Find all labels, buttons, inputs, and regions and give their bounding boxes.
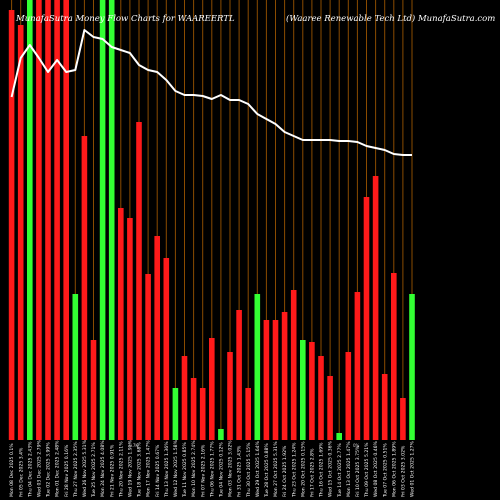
x-tick-label: Wed 12 Nov 2025 1.58% xyxy=(173,439,179,497)
money-flow-bar xyxy=(99,0,106,440)
x-tick-label: Tue 25 Nov 2025 2.71% xyxy=(91,442,97,498)
x-tick-label: Fri 10 Oct 2025 3.75% xyxy=(355,445,361,497)
chart-title-right: (Waaree Renewable Tech Ltd) MunafaSutra.… xyxy=(286,13,495,24)
x-tick-label: Thu 06 Nov 2025 1.77% xyxy=(209,441,215,498)
money-flow-bar xyxy=(127,218,133,440)
x-tick-label: Fri 28 Nov 2025 0.16% xyxy=(64,444,70,497)
money-flow-bar xyxy=(345,352,352,440)
money-flow-bar xyxy=(409,294,415,440)
money-flow-bar xyxy=(90,340,97,440)
x-tick-label: Wed 26 Nov 2025 5.31% xyxy=(82,439,88,497)
x-tick-label: Thu 09 Oct 2025 5.21% xyxy=(364,442,370,498)
money-flow-bar xyxy=(63,0,69,440)
money-flow-bar xyxy=(336,433,342,440)
scale-marker-pct: 0% xyxy=(353,443,360,448)
chart-title-left: MunafaSutra Money Flow Charts for WAAREE… xyxy=(15,14,235,24)
money-flow-bar xyxy=(254,294,261,440)
money-flow-bar xyxy=(227,352,233,440)
money-flow-bars xyxy=(8,0,415,440)
money-flow-bar xyxy=(209,338,215,440)
money-flow-bar xyxy=(8,10,15,440)
x-tick-label: Thu 20 Nov 2025 2.11% xyxy=(118,441,124,498)
x-tick-label: Wed 29 Oct 2025 1.64% xyxy=(255,440,261,497)
x-tick-label: Wed 15 Oct 2025 0.36% xyxy=(328,440,334,497)
x-tick-label: Tue 11 Nov 2025 0.85% xyxy=(182,442,188,498)
x-tick-label: Tue 07 Oct 2025 0.51% xyxy=(382,443,388,498)
money-flow-bar xyxy=(381,374,388,440)
money-flow-bar xyxy=(45,0,51,440)
x-tick-label: Wed 19 Nov 2025 1.91% xyxy=(128,439,134,497)
money-flow-bar xyxy=(245,388,251,440)
money-flow-bar xyxy=(199,388,206,440)
x-tick-label: Wed 08 Oct 2025 0.46% xyxy=(373,440,379,497)
x-tick-label: Thu 16 Oct 2025 1.69% xyxy=(319,442,325,498)
x-axis-labels: Mon 08 Dec 2025 0.1% Fri 05 Dec 2025 3.4%… xyxy=(9,439,415,498)
x-tick-label: Fri 07 Nov 2025 2.16% xyxy=(200,444,206,497)
money-flow-bar xyxy=(118,208,124,440)
x-tick-label: Thu 30 Oct 2025 5.15% xyxy=(246,442,252,498)
x-tick-label: Mon 27 Oct 2025 5.31% xyxy=(273,441,279,497)
money-flow-bar xyxy=(391,273,397,440)
x-tick-label: Mon 06 Oct 2025 1.89% xyxy=(391,441,397,497)
money-flow-bar xyxy=(190,378,197,440)
money-flow-bar xyxy=(363,197,370,440)
x-tick-label: Tue 28 Oct 2025 0.88% xyxy=(264,443,270,498)
money-flow-bar xyxy=(145,274,151,440)
x-tick-label: Mon 24 Nov 2025 4.08% xyxy=(100,440,106,497)
money-flow-bar xyxy=(372,176,379,440)
money-flow-bar xyxy=(54,0,60,440)
money-flow-bar xyxy=(108,0,115,440)
money-flow-bar xyxy=(400,398,406,440)
money-flow-bar xyxy=(72,294,79,440)
x-tick-label: Tue 18 Nov 2025 3.68% xyxy=(137,442,143,498)
money-flow-bar xyxy=(272,320,279,440)
money-flow-bar xyxy=(181,356,188,440)
x-tick-label: Mon 17 Nov 2025 1.47% xyxy=(146,440,152,497)
x-tick-label: Thu 23 Oct 2025 1.24% xyxy=(291,442,297,498)
x-tick-label: Mon 20 Oct 2025 0.15% xyxy=(300,441,306,497)
scale-marker-k: 0.7K xyxy=(129,443,138,448)
money-flow-bar xyxy=(163,258,170,440)
money-flow-bar xyxy=(154,236,160,440)
x-tick-label: Fri 14 Nov 2025 0.67% xyxy=(155,444,161,497)
money-flow-bar xyxy=(17,25,24,440)
x-tick-label: Fri 03 Oct 2025 3.02% xyxy=(401,445,407,497)
x-tick-label: Tue 14 Oct 2025 2.77% xyxy=(337,443,343,498)
money-flow-bar xyxy=(172,388,179,440)
money-flow-bar xyxy=(300,340,306,440)
x-tick-label: Tue 04 Nov 2025 0.12% xyxy=(219,442,225,498)
x-tick-label: Fri 31 Oct 2025 1.43% xyxy=(237,445,243,497)
money-flow-bar xyxy=(354,292,361,440)
money-flow-bar xyxy=(136,122,142,440)
x-tick-label: Wed 01 Oct 2025 1.27% xyxy=(410,440,416,497)
x-tick-label: Fri 17 Oct 2025 2.8% xyxy=(310,448,316,497)
x-tick-label: Mon 03 Nov 2025 3.02% xyxy=(228,440,234,497)
money-flow-bar xyxy=(309,342,315,440)
money-flow-bar xyxy=(236,310,242,440)
money-flow-bar xyxy=(263,320,270,440)
money-flow-bar xyxy=(81,136,88,440)
x-tick-label: Thu 27 Nov 2025 2.35% xyxy=(73,441,79,498)
x-tick-label: Thu 04 Dec 2025 2.43% xyxy=(27,441,33,498)
money-flow-bar xyxy=(218,429,224,440)
money-flow-bar xyxy=(281,312,288,440)
money-flow-bar xyxy=(318,356,324,440)
x-tick-label: Wed 03 Dec 2025 2.79% xyxy=(37,439,43,497)
x-tick-label: Mon 01 Dec 2025 2.48% xyxy=(55,440,61,497)
x-tick-label: Mon 08 Dec 2025 0.1% xyxy=(9,443,15,497)
x-tick-label: Fri 24 Oct 2025 1.92% xyxy=(282,445,288,497)
money-flow-bar xyxy=(327,376,333,440)
price-line xyxy=(10,29,412,156)
x-tick-label: Mon 10 Nov 2025 2.74% xyxy=(191,440,197,497)
money-flow-bar xyxy=(290,290,297,440)
x-tick-label: Fri 21 Nov 2025 0.91% xyxy=(109,444,115,497)
money-flow-bar xyxy=(36,0,42,440)
x-tick-label: Mon 13 Oct 2025 1.47% xyxy=(346,441,352,497)
x-tick-label: Tue 02 Dec 2025 3.99% xyxy=(46,442,52,498)
x-tick-label: Thu 13 Nov 2025 1.36% xyxy=(164,441,170,498)
money-flow-bar xyxy=(27,0,33,440)
x-tick-label: Fri 05 Dec 2025 3.4% xyxy=(18,447,24,497)
